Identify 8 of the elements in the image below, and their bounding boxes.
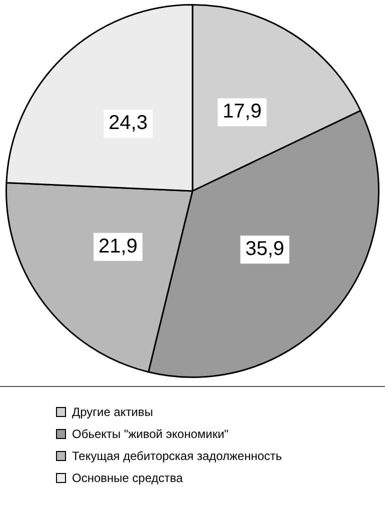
data-label: 17,9 (222, 100, 262, 123)
legend-label: Другие активы (72, 405, 154, 419)
legend-label: Текущая дебиторская задолженность (72, 449, 282, 463)
legend-label: Основные средства (72, 471, 183, 485)
data-label: 24,3 (108, 112, 148, 134)
legend-label: Обьекты "живой экономики" (72, 427, 229, 441)
data-label: 35,9 (245, 238, 284, 260)
data-label: 21,9 (98, 235, 138, 258)
